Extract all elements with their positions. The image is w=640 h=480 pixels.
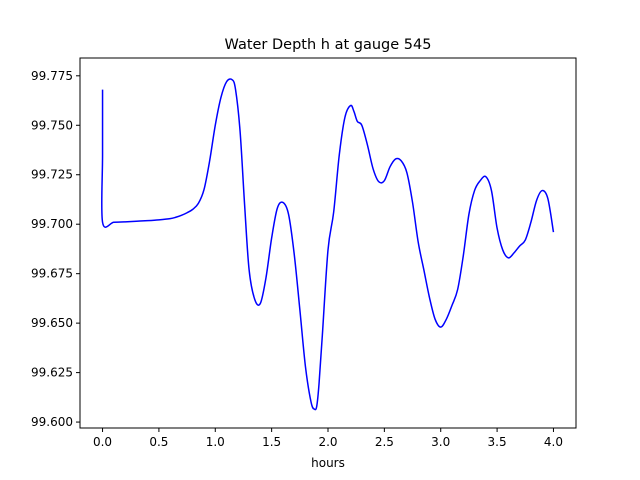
x-axis-label: hours <box>311 456 345 470</box>
x-tick-label: 0.5 <box>149 435 168 449</box>
y-tick-label: 99.625 <box>31 366 73 380</box>
x-tick-label: 1.5 <box>262 435 281 449</box>
y-axis-ticks: 99.600 99.625 99.650 99.675 99.700 99.725 99.7… <box>31 69 80 429</box>
x-tick-label: 2.0 <box>318 435 337 449</box>
y-tick-label: 99.775 <box>31 69 73 83</box>
y-tick-label: 99.725 <box>31 168 73 182</box>
x-tick-label: 3.5 <box>488 435 507 449</box>
plot-area <box>100 78 555 411</box>
y-tick-label: 99.750 <box>31 118 73 132</box>
x-tick-label: 1.0 <box>206 435 225 449</box>
x-axis-ticks: 0.0 0.5 1.0 1.5 2.0 2.5 3.0 3.5 4.0 <box>93 428 563 449</box>
x-tick-label: 0.0 <box>93 435 112 449</box>
series-line <box>100 78 555 411</box>
chart-title: Water Depth h at gauge 545 <box>225 37 432 53</box>
y-tick-label: 99.650 <box>31 316 73 330</box>
x-tick-label: 3.0 <box>431 435 450 449</box>
axes-frame <box>79 57 577 429</box>
x-tick-label: 4.0 <box>544 435 563 449</box>
y-tick-label: 99.700 <box>31 217 73 231</box>
y-tick-label: 99.675 <box>31 267 73 281</box>
x-tick-label: 2.5 <box>375 435 394 449</box>
y-tick-label: 99.600 <box>31 415 73 429</box>
